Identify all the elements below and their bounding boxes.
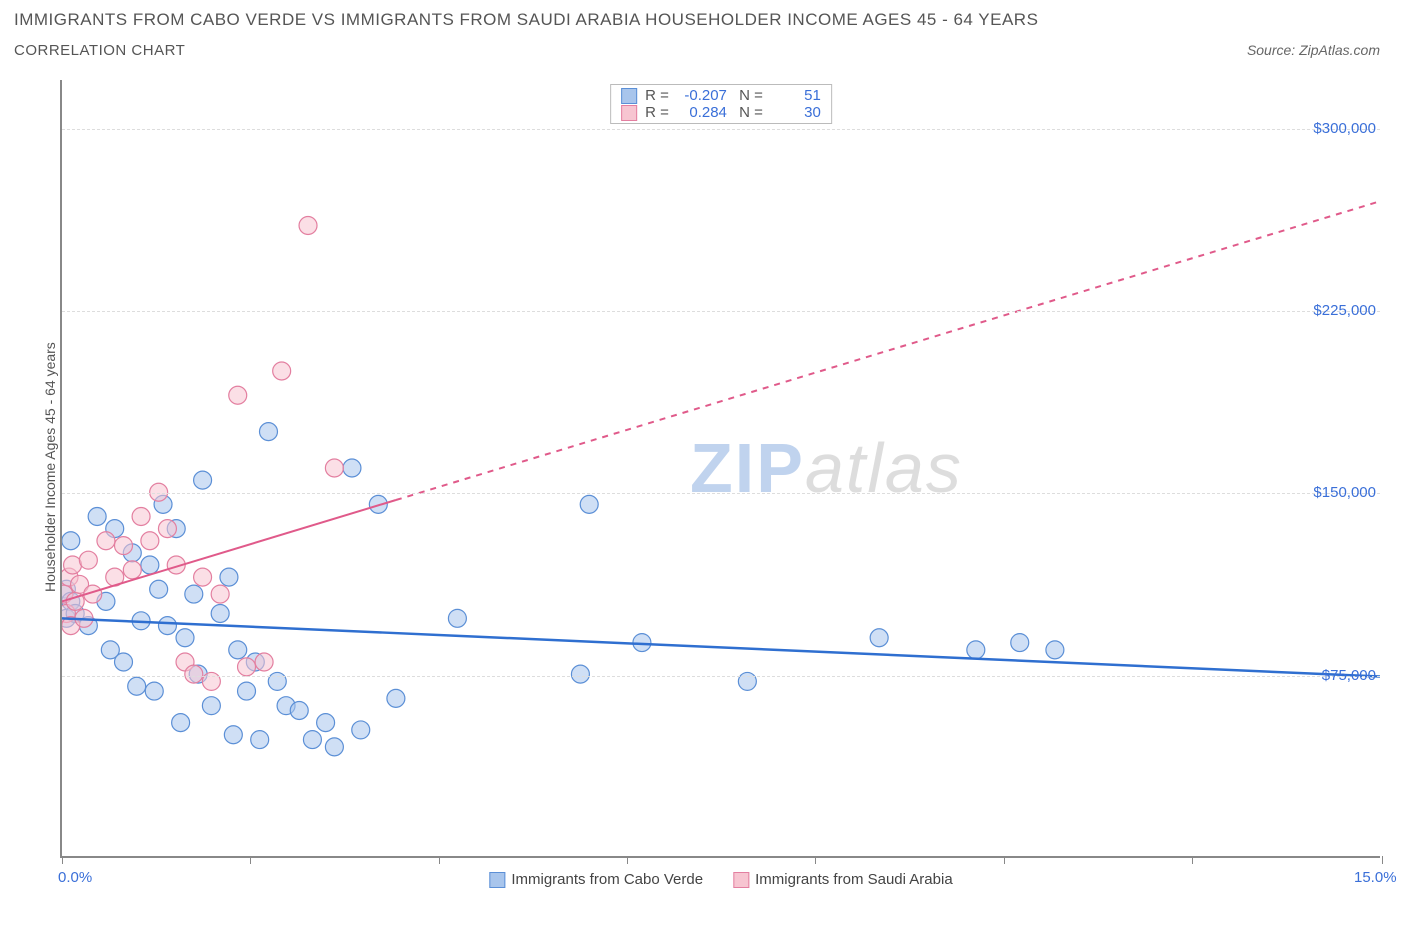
swatch-pink-icon [621,105,637,121]
x-tick [815,856,816,864]
swatch-blue-icon [621,88,637,104]
chart-title-line2: CORRELATION CHART [14,42,185,59]
gridline [62,129,1380,130]
x-tick-label: 0.0% [58,869,92,886]
stats-row-pink: R = 0.284 N = 30 [621,104,821,121]
correlation-stats-box: R = -0.207 N = 51 R = 0.284 N = 30 [610,84,832,124]
gridline [62,493,1380,494]
watermark-atlas: atlas [805,429,963,507]
stat-r-label: R = [645,104,669,121]
legend-label-pink: Immigrants from Saudi Arabia [755,871,953,888]
stat-r-pink: 0.284 [677,104,727,121]
x-tick [62,856,63,864]
plot-area: ZIPatlas R = -0.207 N = 51 R = 0.284 N =… [60,80,1380,858]
gridline [62,311,1380,312]
y-tick-label: $75,000 [1322,667,1376,684]
stat-r-blue: -0.207 [677,87,727,104]
scatter-svg [62,80,1380,856]
legend-item-pink: Immigrants from Saudi Arabia [733,871,953,888]
stat-n-blue: 51 [771,87,821,104]
y-tick-label: $225,000 [1313,302,1376,319]
x-tick [1382,856,1383,864]
x-tick [627,856,628,864]
gridline [62,676,1380,677]
stats-row-blue: R = -0.207 N = 51 [621,87,821,104]
watermark-zip: ZIP [690,429,805,507]
x-tick [250,856,251,864]
y-axis-label: Householder Income Ages 45 - 64 years [42,342,58,592]
x-tick [1192,856,1193,864]
stat-n-pink: 30 [771,104,821,121]
legend-bottom: Immigrants from Cabo Verde Immigrants fr… [489,871,952,888]
watermark: ZIPatlas [690,428,963,508]
stat-n-label: N = [735,87,763,104]
x-tick-label: 15.0% [1354,869,1397,886]
x-tick [1004,856,1005,864]
chart-title-line1: IMMIGRANTS FROM CABO VERDE VS IMMIGRANTS… [14,10,1038,30]
legend-item-blue: Immigrants from Cabo Verde [489,871,703,888]
y-tick-label: $300,000 [1313,120,1376,137]
x-tick [439,856,440,864]
y-tick-label: $150,000 [1313,484,1376,501]
stat-r-label: R = [645,87,669,104]
chart-container: Householder Income Ages 45 - 64 years ZI… [40,72,1390,892]
swatch-blue-icon [489,872,505,888]
swatch-pink-icon [733,872,749,888]
stat-n-label: N = [735,104,763,121]
source-attribution: Source: ZipAtlas.com [1247,42,1380,58]
legend-label-blue: Immigrants from Cabo Verde [511,871,703,888]
